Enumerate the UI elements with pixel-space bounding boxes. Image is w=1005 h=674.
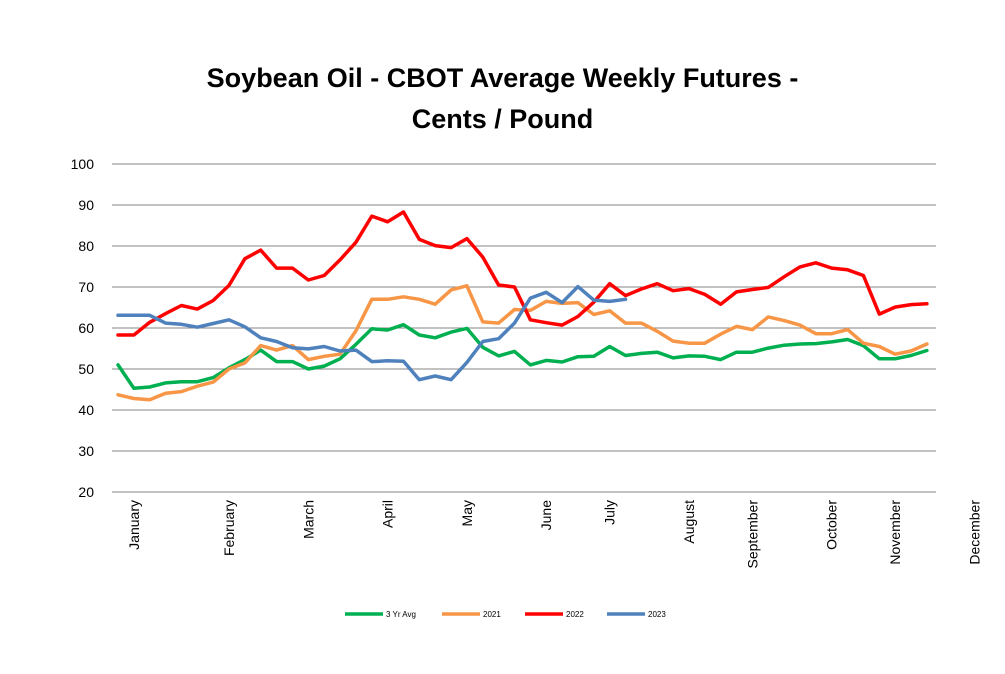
x-tick-label: August <box>681 500 697 544</box>
series-lines <box>116 210 929 402</box>
legend-label: 2023 <box>648 610 666 619</box>
gridlines <box>112 163 936 493</box>
x-tick-label: December <box>966 500 982 565</box>
y-tick-label: 70 <box>78 279 94 295</box>
x-tick-label: March <box>300 500 316 539</box>
y-axis-ticks: 20 30 40 50 60 70 80 90 100 <box>71 156 95 500</box>
y-tick-label: 30 <box>78 443 94 459</box>
y-tick-label: 100 <box>71 156 95 172</box>
x-tick-label: May <box>459 500 475 526</box>
x-tick-label: September <box>744 500 760 569</box>
chart-title-line-1: Soybean Oil - CBOT Average Weekly Future… <box>206 63 799 93</box>
chart-title-line-2: Cents / Pound <box>411 104 594 134</box>
y-tick-label: 90 <box>78 197 94 213</box>
x-axis-month-labels: January February March April May June July Augu… <box>126 500 983 569</box>
x-tick-label: June <box>538 500 554 531</box>
x-tick-label: February <box>221 500 237 556</box>
series-line-2022 <box>116 210 929 337</box>
x-tick-label: April <box>380 500 396 528</box>
legend: 3 Yr Avg 2021 2022 2023 <box>345 610 666 619</box>
legend-label: 3 Yr Avg <box>386 610 416 619</box>
legend-label: 2022 <box>566 610 584 619</box>
series-line-3-yr-avg <box>116 322 929 391</box>
y-tick-label: 60 <box>78 320 94 336</box>
chart-title: Soybean Oil - CBOT Average Weekly Future… <box>0 58 1005 140</box>
x-tick-label: October <box>824 500 840 550</box>
x-tick-label: January <box>126 500 142 550</box>
legend-label: 2021 <box>483 610 501 619</box>
y-tick-label: 80 <box>78 238 94 254</box>
x-tick-label: July <box>602 500 618 525</box>
y-tick-label: 20 <box>78 484 94 500</box>
x-tick-label: November <box>887 500 903 565</box>
y-tick-label: 40 <box>78 402 94 418</box>
y-tick-label: 50 <box>78 361 94 377</box>
series-line-2023 <box>116 284 628 382</box>
